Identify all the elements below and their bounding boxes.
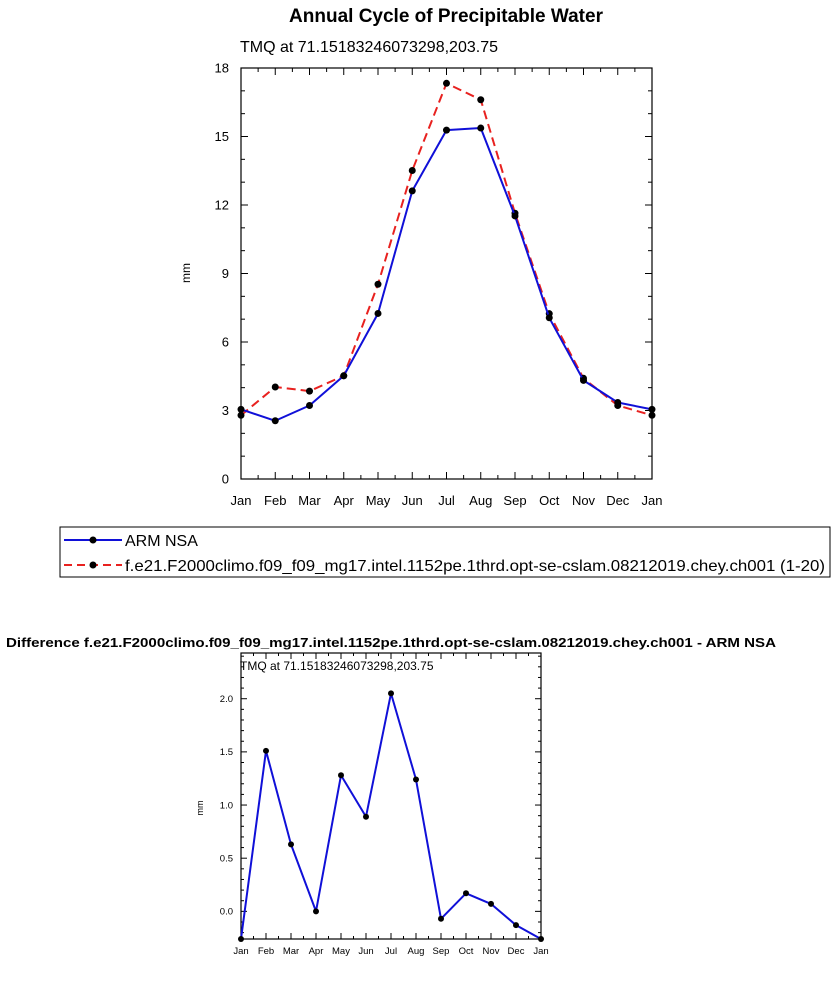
chart1-xtick-label: Jan — [231, 493, 252, 508]
chart1-xtick-label: Sep — [503, 493, 526, 508]
chart1-xtick-label: Aug — [469, 493, 492, 508]
chart2-series-0-point — [438, 915, 444, 922]
chart2-series-0-point — [513, 922, 519, 929]
chart1-title: Annual Cycle of Precipitable Water — [289, 6, 604, 27]
chart2-xtick-label: Feb — [258, 946, 274, 957]
chart1-plot: Jan Feb Mar Apr May Jun Jul Aug Sep Oct Nov Dec Jan0… — [215, 61, 663, 508]
chart2-ytick-label: 0.0 — [220, 907, 233, 918]
chart2-series-0-point — [463, 890, 469, 897]
chart2-ylabel: mm — [195, 801, 205, 816]
chart2-ytick-label: 0.5 — [220, 854, 233, 865]
chart2-ytick-label: 2.0 — [220, 694, 233, 705]
chart2-xtick-label: Apr — [309, 946, 324, 957]
chart1-xtick-label: Nov — [572, 493, 596, 508]
chart1-series-0-point — [374, 309, 382, 317]
chart1-ylabel: mm — [179, 263, 193, 283]
chart2-series-0-point — [288, 841, 294, 848]
chart2-xtick-label: Oct — [459, 946, 474, 957]
chart1-series-1-point — [237, 411, 245, 419]
chart2-series-0-point — [388, 690, 394, 697]
chart1-series-1-point — [443, 79, 450, 87]
chart1-xtick-label: Jan — [642, 493, 663, 508]
chart2-xtick-label: Jun — [358, 946, 373, 957]
chart2-xtick-label: Nov — [483, 946, 500, 957]
chart1-ytick-label: 9 — [222, 266, 229, 281]
chart2-xtick-label: Dec — [508, 946, 525, 957]
chart1-series-0-point — [545, 314, 553, 322]
chart2-xtick-label: Jul — [385, 946, 397, 957]
chart2-xtick-label: Sep — [433, 946, 450, 957]
chart1-xtick-label: Feb — [264, 493, 286, 508]
chart2-series-line-0 — [240, 692, 542, 940]
legend-marker-model — [89, 561, 97, 569]
chart1-xtick-label: Jun — [402, 493, 423, 508]
chart2-xtick-label: Jan — [533, 946, 548, 957]
chart1-series-0-point — [443, 126, 450, 134]
chart1-series-0-point — [306, 401, 313, 409]
chart1-subtitle: TMQ at 71.15183246073298,203.75 — [240, 39, 498, 56]
legend-label-model: f.e21.F2000climo.f09_f09_mg17.intel.1152… — [125, 558, 825, 575]
chart1-xtick-label: Mar — [298, 493, 321, 508]
chart1-series-line-0 — [240, 127, 653, 422]
chart2-title: Difference f.e21.F2000climo.f09_f09_mg17… — [6, 635, 777, 650]
chart1-series-0-point — [340, 372, 348, 380]
chart1-ytick-label: 15 — [215, 129, 229, 144]
chart2-ytick-label: 1.5 — [220, 747, 233, 758]
chart1-series-0-point — [477, 124, 485, 132]
chart1-series-1-point — [271, 383, 279, 391]
chart1-series-0-point — [614, 399, 622, 407]
chart2-xtick-label: Mar — [283, 946, 299, 957]
legend-box — [59, 526, 831, 578]
chart1-xtick-label: Apr — [334, 493, 355, 508]
chart2-series-0-point — [488, 900, 494, 907]
chart1-series-0-point — [408, 187, 416, 195]
chart1-ytick-label: 0 — [222, 472, 229, 487]
legend-label-obs: ARM NSA — [125, 533, 198, 550]
chart1-xtick-label: May — [366, 493, 391, 508]
chart2-series-0-point — [538, 936, 544, 942]
chart1-ytick-label: 6 — [222, 335, 229, 350]
chart1-series-0-point — [237, 405, 245, 413]
chart1-xtick-label: Oct — [539, 493, 560, 508]
chart2-series-0-point — [238, 936, 244, 942]
chart1-series-1-point — [374, 280, 382, 288]
chart1-series-0-point — [511, 212, 519, 220]
chart2-subtitle: TMQ at 71.15183246073298,203.75 — [240, 659, 434, 673]
chart2-series-0-point — [263, 747, 269, 754]
legend-marker-obs — [89, 536, 97, 544]
chart2-xtick-label: Aug — [408, 946, 425, 957]
chart1-ytick-label: 12 — [215, 198, 229, 213]
chart1-series-1-point — [477, 96, 485, 104]
chart1-series-0-point — [648, 405, 656, 413]
chart1-series-1-point — [306, 387, 313, 395]
chart1-xtick-label: Jul — [438, 493, 455, 508]
chart1-series-0-point — [271, 417, 279, 425]
chart2-series-0-point — [413, 776, 419, 783]
chart2-xtick-label: May — [332, 946, 350, 957]
chart2-series-0-point — [338, 772, 344, 779]
chart1-ytick-label: 3 — [222, 403, 229, 418]
chart2-ytick-label: 1.0 — [220, 800, 233, 811]
legend: ARM NSA f.e21.F2000climo.f09_f09_mg17.in… — [59, 526, 831, 578]
chart1-series-0-point — [580, 376, 587, 384]
chart2-plot: Jan Feb Mar Apr May Jun Jul Aug Sep Oct Nov Dec Jan 0… — [220, 652, 549, 957]
chart2-series-0-point — [363, 813, 369, 820]
chart2-series-0-point — [313, 908, 319, 915]
chart1-series-1-point — [648, 411, 656, 419]
chart1-ytick-label: 18 — [215, 61, 229, 76]
chart1-xtick-label: Dec — [606, 493, 630, 508]
chart2-xtick-label: Jan — [233, 946, 248, 957]
chart1-series-1-point — [408, 167, 416, 175]
